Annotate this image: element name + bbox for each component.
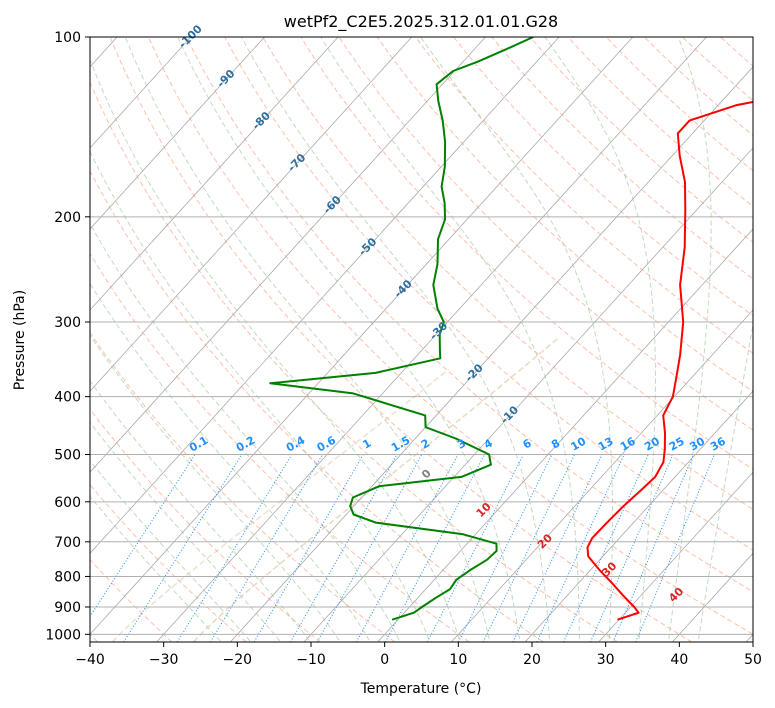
dry-adiabat bbox=[147, 37, 753, 635]
x-tick-label: −40 bbox=[75, 652, 105, 668]
isotherm-line bbox=[303, 147, 753, 642]
mixing-ratio-line bbox=[635, 454, 715, 642]
mixing-ratio-line bbox=[589, 454, 674, 642]
dry-adiabat bbox=[90, 331, 396, 642]
x-axis-label: Temperature (°C) bbox=[360, 681, 482, 697]
y-tick-label: 100 bbox=[54, 30, 81, 46]
dry-adiabat bbox=[376, 37, 753, 392]
mixing-ratio-line bbox=[209, 454, 324, 642]
dry-adiabat bbox=[90, 483, 247, 642]
isotherm-line bbox=[90, 37, 560, 554]
y-tick-label: 400 bbox=[54, 390, 81, 406]
isotherm-line bbox=[90, 37, 413, 392]
isotherm-line bbox=[524, 390, 753, 642]
moist-adiabat bbox=[90, 282, 371, 642]
mixing-ratio-line bbox=[90, 454, 196, 618]
moist-adiabat bbox=[177, 37, 521, 642]
dry-adiabat bbox=[338, 37, 753, 431]
isotherm-line bbox=[156, 37, 707, 642]
theta-e-line bbox=[192, 338, 558, 642]
y-tick-label: 1000 bbox=[45, 627, 81, 643]
moist-adiabat bbox=[420, 37, 613, 642]
dewpoint-line bbox=[269, 37, 534, 621]
chart-title: wetPf2_C2E5.2025.312.01.01.G28 bbox=[284, 12, 558, 32]
dry-adiabat bbox=[224, 37, 753, 551]
isotherm-line bbox=[90, 37, 339, 311]
pressure-gridlines bbox=[90, 37, 753, 635]
plot-frame bbox=[89, 36, 754, 643]
dry-adiabat bbox=[90, 170, 544, 642]
x-tick-label: 0 bbox=[380, 652, 389, 668]
y-axis-label: Pressure (hPa) bbox=[12, 290, 28, 390]
y-tick-label: 500 bbox=[54, 448, 81, 464]
dry-adiabat bbox=[90, 252, 470, 642]
mixing-ratio-line bbox=[563, 454, 649, 642]
dry-adiabat bbox=[185, 37, 753, 593]
dry-adiabat bbox=[90, 80, 618, 642]
x-tick-label: 40 bbox=[670, 652, 688, 668]
y-axis: 1000 900 800 700 600 500 400 300 200 100 bbox=[45, 30, 90, 643]
x-tick-label: 10 bbox=[449, 652, 467, 668]
x-tick-label: 20 bbox=[523, 652, 541, 668]
x-tick-label: −10 bbox=[296, 652, 326, 668]
x-axis: −40 −30 −20 −10 0 10 20 30 40 50 bbox=[75, 642, 762, 668]
isotherm-line bbox=[598, 471, 753, 642]
mixing-ratio-line bbox=[457, 454, 553, 642]
dry-adiabat bbox=[605, 37, 753, 172]
mixing-ratio-line bbox=[426, 454, 524, 642]
dry-adiabat bbox=[529, 37, 753, 244]
x-tick-label: −20 bbox=[223, 652, 253, 668]
moist-adiabat bbox=[320, 37, 580, 642]
dry-adiabat bbox=[300, 37, 753, 470]
moist-adiabat bbox=[697, 321, 753, 642]
moist-adiabat bbox=[667, 37, 712, 642]
x-tick-label: 50 bbox=[744, 652, 762, 668]
x-tick-label: 30 bbox=[597, 652, 615, 668]
dry-adiabat bbox=[567, 37, 753, 207]
theta-e-line bbox=[111, 368, 450, 642]
dry-adiabat bbox=[415, 37, 753, 354]
moist-adiabat bbox=[90, 421, 282, 642]
moist-adiabat bbox=[90, 222, 401, 642]
isotherm-line bbox=[90, 37, 265, 230]
isotherm-line bbox=[90, 37, 486, 473]
y-tick-label: 600 bbox=[54, 495, 81, 511]
y-tick-label: 700 bbox=[54, 535, 81, 551]
isotherm-line bbox=[90, 37, 192, 149]
mixing-ratio-line bbox=[123, 454, 243, 642]
moist-adiabat bbox=[544, 37, 656, 642]
temperature-line bbox=[586, 100, 753, 621]
y-tick-label: 900 bbox=[54, 600, 81, 616]
dry-adiabat bbox=[109, 37, 693, 642]
moist-adiabat bbox=[90, 334, 341, 642]
isotherm-line bbox=[90, 37, 634, 635]
y-tick-label: 800 bbox=[54, 569, 81, 585]
moist-adiabat bbox=[90, 150, 431, 642]
y-tick-label: 300 bbox=[54, 315, 81, 331]
isotherm-line bbox=[451, 309, 753, 642]
profile-series bbox=[269, 37, 753, 621]
dry-adiabat bbox=[90, 408, 321, 642]
background-lines bbox=[90, 37, 753, 642]
mixing-ratio-line bbox=[176, 454, 293, 642]
dry-adiabat bbox=[491, 37, 753, 280]
moist-adiabat bbox=[241, 37, 551, 642]
mixing-ratio-line bbox=[253, 454, 364, 642]
x-tick-label: −30 bbox=[149, 652, 179, 668]
isotherm-line bbox=[230, 66, 753, 642]
mixing-ratio-line bbox=[612, 454, 694, 642]
isotherm-line bbox=[377, 228, 753, 642]
y-tick-label: 200 bbox=[54, 210, 81, 226]
moist-adiabat bbox=[124, 37, 491, 642]
moist-adiabat bbox=[90, 495, 222, 642]
moist-adiabat bbox=[90, 459, 252, 642]
mixing-ratio-line bbox=[355, 454, 459, 642]
